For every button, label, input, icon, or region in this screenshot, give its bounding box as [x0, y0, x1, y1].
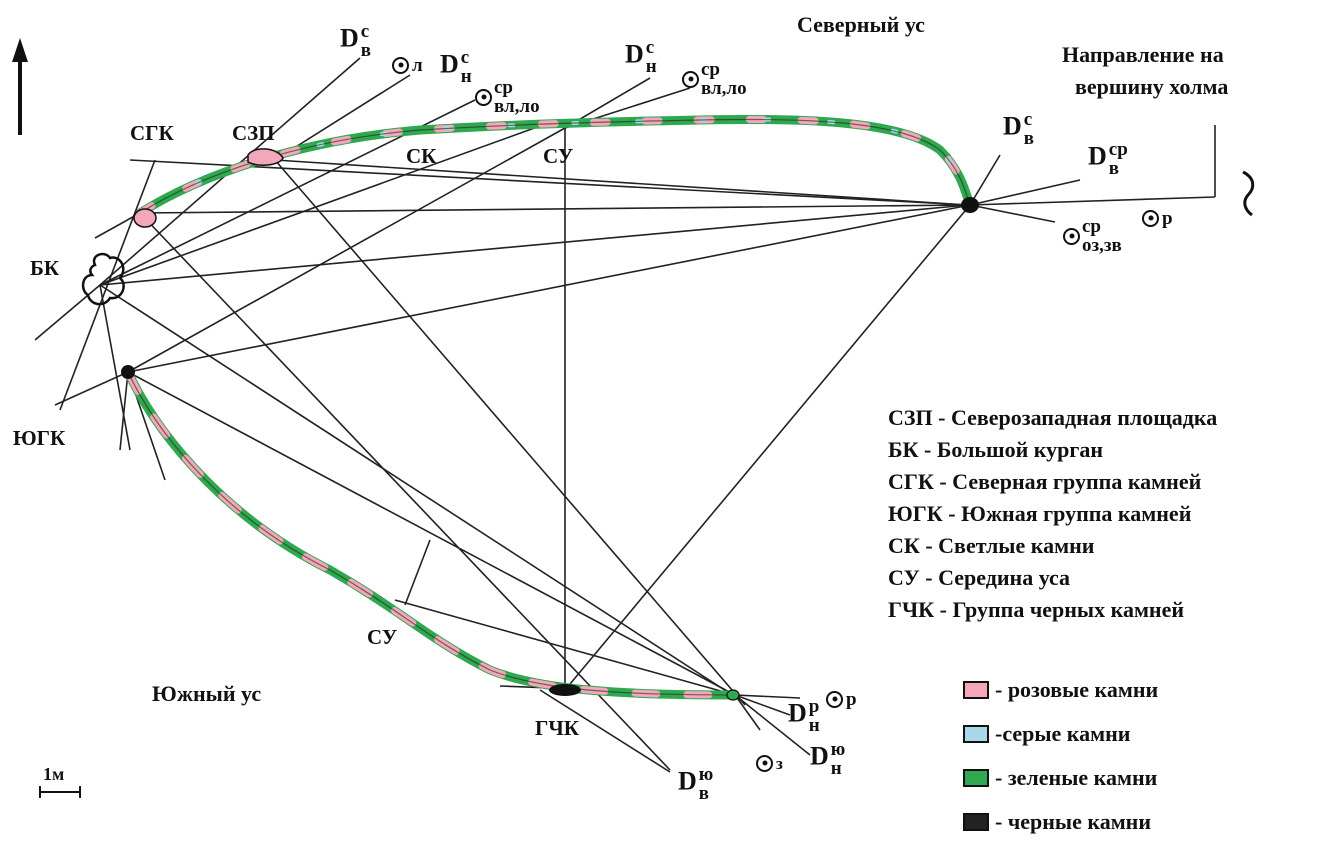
gchk-label: ГЧК — [535, 716, 579, 740]
sun-icon — [392, 56, 409, 74]
legend-item-green: - зеленые камни — [963, 756, 1158, 800]
east-end-black-stones — [961, 197, 979, 213]
su-north-label: СУ — [543, 144, 574, 168]
abbreviation-item: БК - Большой курган — [888, 437, 1104, 462]
legend-item-grey: -серые камни — [963, 712, 1158, 756]
south-start-black-stones — [121, 365, 135, 379]
sun-icon — [682, 70, 699, 88]
sun-r-east-symbol: р — [1142, 205, 1173, 229]
abbreviation-item: ГЧК - Группа черных камней — [888, 597, 1185, 622]
legend-swatch — [963, 769, 989, 787]
north-whisker-label: Северный ус — [797, 12, 925, 37]
legend-swatch — [963, 813, 989, 831]
scale-bar — [39, 786, 81, 798]
moon-icon: D — [440, 49, 459, 79]
sgk-group — [133, 208, 157, 228]
moon-icon: D — [1088, 141, 1107, 171]
bk-mound — [81, 252, 125, 306]
moon-icon: D — [340, 23, 359, 53]
north-arrow — [12, 38, 28, 135]
sun-vl-lo-symbol-2: ср вл,ло — [682, 60, 747, 98]
moon-icon: D — [788, 698, 807, 728]
legend-label: - зеленые камни — [995, 765, 1158, 790]
moon-icon: D — [810, 741, 829, 771]
legend-label: - розовые камни — [995, 677, 1159, 702]
sk-label: СК — [406, 144, 437, 168]
legend-label: -серые камни — [995, 721, 1131, 746]
abbreviation-item: СГК - Северная группа камней — [888, 469, 1202, 494]
sun-icon — [475, 88, 492, 106]
stone-color-legend: - розовые камни -серые камни - зеленые к… — [963, 668, 1158, 844]
moon-icon: D — [678, 766, 697, 796]
south-whisker-stones — [123, 367, 740, 700]
sun-r-south-symbol: р — [826, 686, 857, 710]
hill-direction-mark — [1242, 170, 1255, 217]
szp-label: СЗП — [232, 121, 275, 145]
abbreviation-item: ЮГК - Южная группа камней — [888, 501, 1192, 526]
legend-item-pink: - розовые камни — [963, 668, 1158, 712]
legend-label: - черные камни — [995, 809, 1152, 834]
sun-icon — [1142, 209, 1159, 227]
sun-icon — [1063, 227, 1080, 245]
sun-icon — [826, 690, 843, 708]
bk-label: БК — [30, 256, 60, 280]
szp-platform — [247, 148, 284, 166]
sight-lines-diagram — [12, 38, 1255, 798]
scale-label: 1м — [43, 764, 65, 784]
abbreviation-item: СК - Светлые камни — [888, 533, 1095, 558]
sun-icon — [756, 754, 773, 772]
sun-l-symbol: л — [392, 52, 423, 76]
legend-item-black: - черные камни — [963, 800, 1158, 844]
sgk-label: СГК — [130, 121, 174, 145]
sun-z-symbol: з — [756, 750, 783, 774]
yugk-label: ЮГК — [13, 426, 66, 450]
su-south-label: СУ — [367, 625, 398, 649]
south-whisker-label: Южный ус — [152, 681, 262, 706]
legend-swatch — [963, 725, 989, 743]
south-end-stones — [726, 689, 740, 701]
abbreviation-item: СЗП - Северозападная площадка — [888, 405, 1218, 430]
hill-direction-label-2: вершину холма — [1075, 74, 1229, 99]
gchk-black-stones — [549, 684, 581, 696]
hill-direction-label-1: Направление на — [1062, 42, 1224, 67]
legend-swatch — [963, 681, 989, 699]
sight-lines — [34, 57, 1216, 773]
abbreviation-item: СУ - Середина уса — [888, 565, 1071, 590]
moon-icon: D — [625, 39, 644, 69]
sun-vl-lo-symbol-1: ср вл,ло — [475, 78, 540, 116]
sun-oz-zv-symbol: ср оз,зв — [1063, 217, 1122, 255]
moon-icon: D — [1003, 111, 1022, 141]
abbreviation-list: СЗП - Северозападная площадка БК - Больш… — [888, 405, 1217, 629]
